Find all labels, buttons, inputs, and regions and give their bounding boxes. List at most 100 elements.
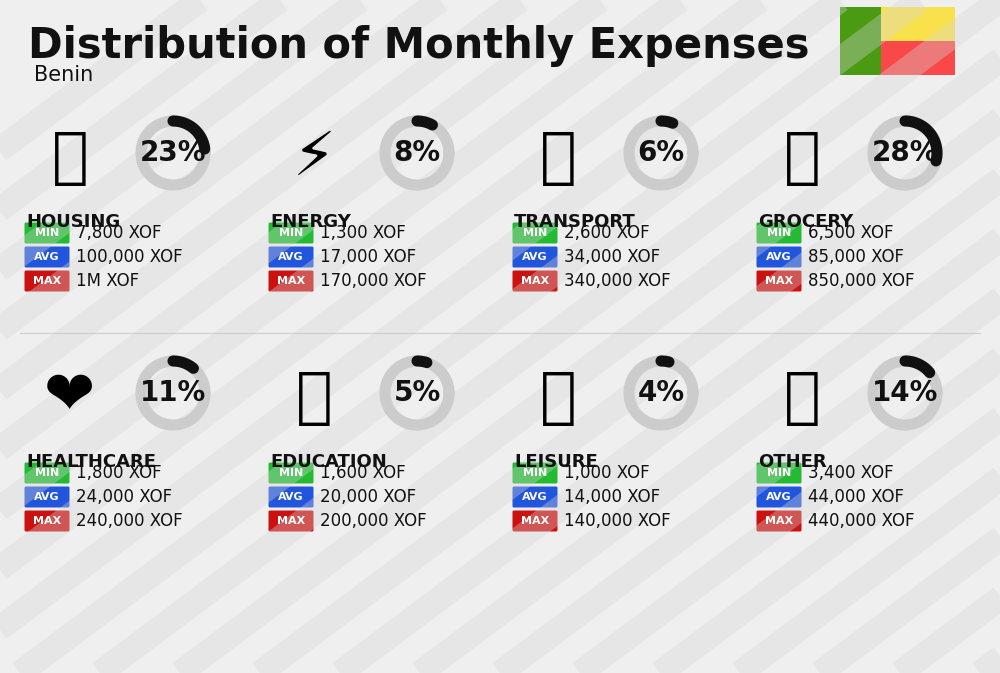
FancyBboxPatch shape — [512, 462, 558, 483]
Text: 1M XOF: 1M XOF — [76, 272, 139, 290]
Text: 200,000 XOF: 200,000 XOF — [320, 512, 427, 530]
Text: 440,000 XOF: 440,000 XOF — [808, 512, 914, 530]
Text: ❤️: ❤️ — [44, 369, 96, 427]
Text: MAX: MAX — [765, 276, 793, 286]
Text: MIN: MIN — [523, 228, 547, 238]
Text: 2,600 XOF: 2,600 XOF — [564, 224, 650, 242]
FancyBboxPatch shape — [24, 462, 70, 483]
FancyBboxPatch shape — [512, 223, 558, 244]
FancyBboxPatch shape — [24, 246, 70, 267]
Text: HOUSING: HOUSING — [26, 213, 120, 231]
Text: Distribution of Monthly Expenses: Distribution of Monthly Expenses — [28, 25, 810, 67]
Text: LEISURE: LEISURE — [514, 453, 598, 471]
Text: 1,300 XOF: 1,300 XOF — [320, 224, 406, 242]
Text: MIN: MIN — [35, 228, 59, 238]
Text: 1,600 XOF: 1,600 XOF — [320, 464, 406, 482]
FancyBboxPatch shape — [512, 246, 558, 267]
Text: TRANSPORT: TRANSPORT — [514, 213, 636, 231]
FancyBboxPatch shape — [24, 271, 70, 291]
Text: MAX: MAX — [33, 516, 61, 526]
Text: 1,000 XOF: 1,000 XOF — [564, 464, 650, 482]
Text: 34,000 XOF: 34,000 XOF — [564, 248, 660, 266]
Text: 340,000 XOF: 340,000 XOF — [564, 272, 671, 290]
Text: 1,800 XOF: 1,800 XOF — [76, 464, 162, 482]
Text: 170,000 XOF: 170,000 XOF — [320, 272, 427, 290]
Text: EDUCATION: EDUCATION — [270, 453, 387, 471]
Text: MIN: MIN — [767, 468, 791, 478]
Text: MIN: MIN — [35, 468, 59, 478]
FancyBboxPatch shape — [757, 487, 802, 507]
Text: MAX: MAX — [277, 276, 305, 286]
Text: MAX: MAX — [521, 276, 549, 286]
Text: MAX: MAX — [765, 516, 793, 526]
FancyBboxPatch shape — [881, 41, 955, 75]
Text: 24,000 XOF: 24,000 XOF — [76, 488, 172, 506]
Text: Benin: Benin — [34, 65, 93, 85]
FancyBboxPatch shape — [268, 511, 314, 532]
FancyBboxPatch shape — [24, 511, 70, 532]
Text: AVG: AVG — [34, 252, 60, 262]
FancyBboxPatch shape — [268, 223, 314, 244]
Text: 14,000 XOF: 14,000 XOF — [564, 488, 660, 506]
FancyBboxPatch shape — [757, 511, 802, 532]
FancyBboxPatch shape — [512, 511, 558, 532]
FancyBboxPatch shape — [757, 271, 802, 291]
Text: AVG: AVG — [766, 252, 792, 262]
Text: 850,000 XOF: 850,000 XOF — [808, 272, 914, 290]
Text: ⚡: ⚡ — [293, 129, 335, 188]
Text: OTHER: OTHER — [758, 453, 827, 471]
Text: 6,500 XOF: 6,500 XOF — [808, 224, 894, 242]
Text: ENERGY: ENERGY — [270, 213, 351, 231]
Text: 🎓: 🎓 — [296, 369, 332, 427]
Text: MAX: MAX — [521, 516, 549, 526]
Text: 🛍: 🛍 — [540, 369, 576, 427]
Text: 🛒: 🛒 — [784, 129, 820, 188]
Text: 140,000 XOF: 140,000 XOF — [564, 512, 671, 530]
Text: 14%: 14% — [872, 379, 938, 407]
FancyBboxPatch shape — [24, 223, 70, 244]
Text: AVG: AVG — [34, 492, 60, 502]
FancyBboxPatch shape — [757, 462, 802, 483]
Text: 7,800 XOF: 7,800 XOF — [76, 224, 162, 242]
Text: 💰: 💰 — [784, 369, 820, 427]
Text: 11%: 11% — [140, 379, 206, 407]
Text: MIN: MIN — [279, 468, 303, 478]
Text: MIN: MIN — [767, 228, 791, 238]
Text: 23%: 23% — [140, 139, 206, 167]
FancyBboxPatch shape — [757, 223, 802, 244]
Text: AVG: AVG — [278, 492, 304, 502]
Text: MAX: MAX — [33, 276, 61, 286]
Text: 17,000 XOF: 17,000 XOF — [320, 248, 416, 266]
FancyBboxPatch shape — [881, 7, 955, 41]
FancyBboxPatch shape — [268, 462, 314, 483]
FancyBboxPatch shape — [24, 487, 70, 507]
FancyBboxPatch shape — [512, 271, 558, 291]
FancyBboxPatch shape — [268, 246, 314, 267]
Text: GROCERY: GROCERY — [758, 213, 853, 231]
Text: 🏢: 🏢 — [52, 129, 88, 188]
Text: 85,000 XOF: 85,000 XOF — [808, 248, 904, 266]
Text: 5%: 5% — [393, 379, 441, 407]
Text: AVG: AVG — [278, 252, 304, 262]
Text: MAX: MAX — [277, 516, 305, 526]
FancyBboxPatch shape — [268, 271, 314, 291]
FancyBboxPatch shape — [512, 487, 558, 507]
Text: 6%: 6% — [637, 139, 685, 167]
Text: AVG: AVG — [766, 492, 792, 502]
Text: HEALTHCARE: HEALTHCARE — [26, 453, 156, 471]
Text: 100,000 XOF: 100,000 XOF — [76, 248, 183, 266]
FancyBboxPatch shape — [268, 487, 314, 507]
Text: 4%: 4% — [637, 379, 685, 407]
Text: 3,400 XOF: 3,400 XOF — [808, 464, 894, 482]
Text: MIN: MIN — [523, 468, 547, 478]
Text: AVG: AVG — [522, 252, 548, 262]
Text: 240,000 XOF: 240,000 XOF — [76, 512, 183, 530]
FancyBboxPatch shape — [757, 246, 802, 267]
Text: 28%: 28% — [872, 139, 938, 167]
Text: 🚌: 🚌 — [540, 129, 576, 188]
Text: 44,000 XOF: 44,000 XOF — [808, 488, 904, 506]
FancyBboxPatch shape — [840, 7, 881, 75]
Text: AVG: AVG — [522, 492, 548, 502]
Text: MIN: MIN — [279, 228, 303, 238]
Text: 8%: 8% — [393, 139, 441, 167]
